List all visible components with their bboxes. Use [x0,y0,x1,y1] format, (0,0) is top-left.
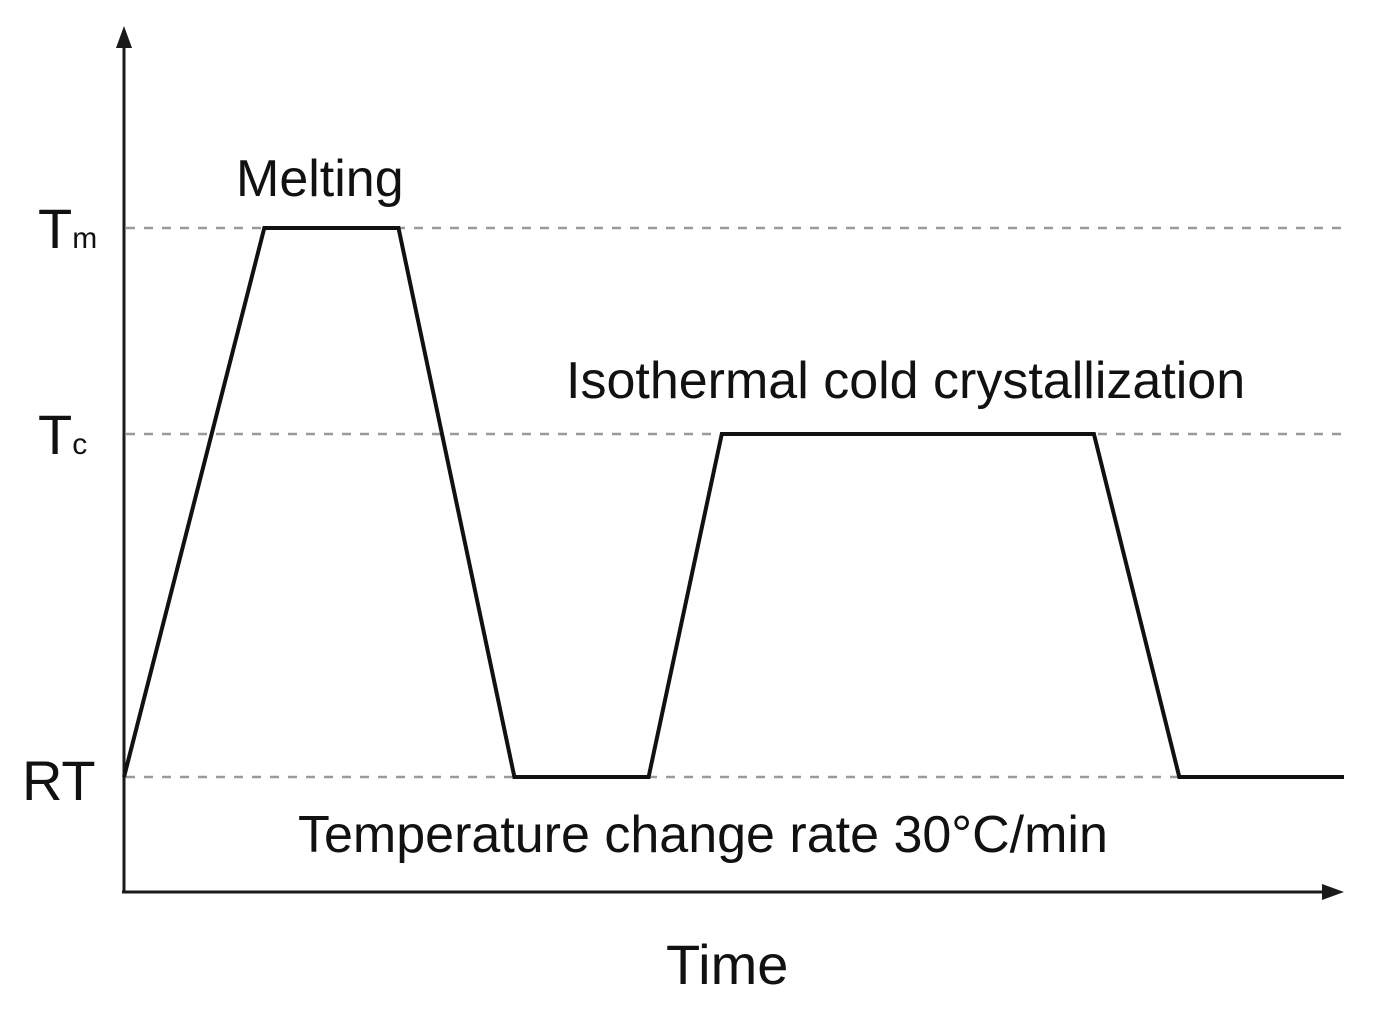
tc-label-main: T [38,403,72,466]
x-axis-arrow-icon [1322,884,1344,900]
x-axis-label: Time [666,933,788,996]
tm-label: Tm [38,197,97,260]
tm-label-main: T [38,197,72,260]
rt-label: RT [22,749,96,812]
melting-annotation: Melting [236,150,404,208]
tm-label-sub: m [72,222,97,255]
isothermal-annotation: Isothermal cold crystallization [566,352,1245,410]
y-axis-arrow-icon [116,26,132,48]
tc-label: Tc [38,403,87,466]
tc-label-sub: c [72,428,87,461]
rate-annotation: Temperature change rate 30°C/min [298,806,1108,864]
temperature-profile-line [122,226,1344,779]
